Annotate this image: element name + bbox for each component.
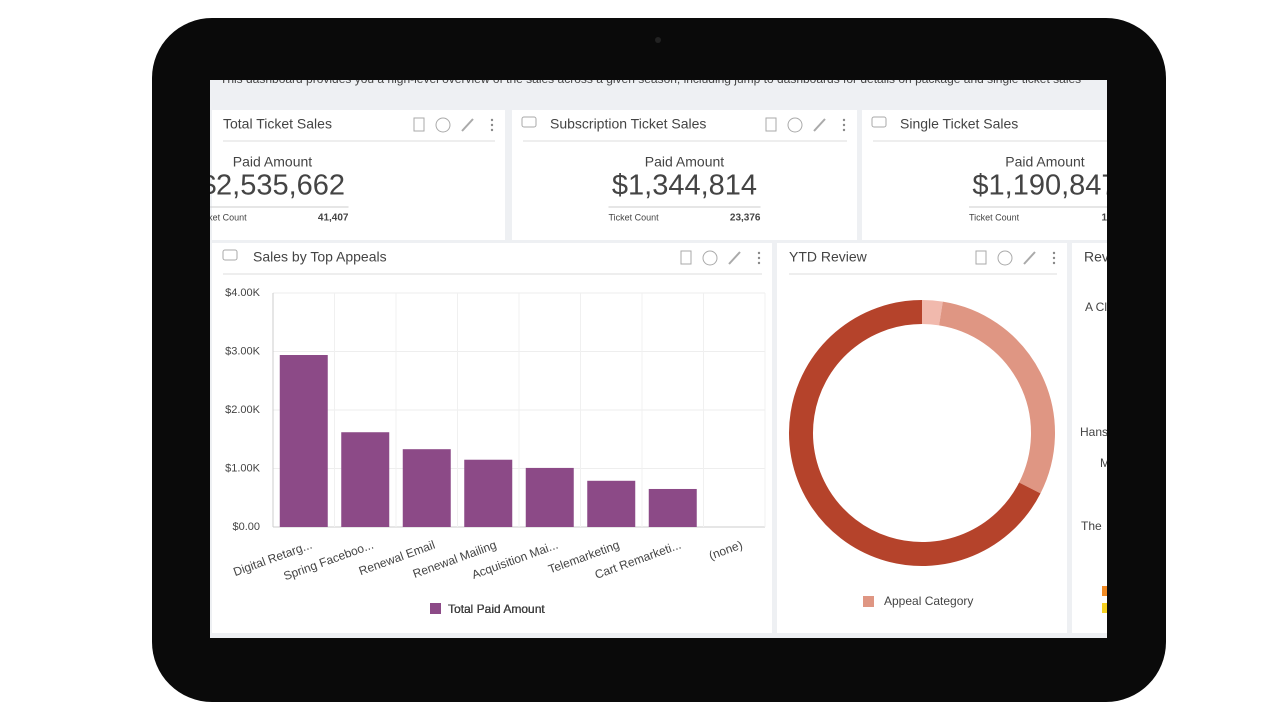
side-panel (1072, 243, 1107, 633)
menu-dot[interactable] (490, 123, 494, 127)
bar (341, 432, 390, 527)
kpi-label: Paid Amount (645, 154, 724, 170)
info-icon[interactable] (997, 250, 1013, 266)
bar (525, 467, 574, 527)
y-tick-label: $0.00 (232, 521, 260, 533)
panel-line: M (1100, 456, 1110, 470)
kpi-title: Single Ticket Sales (900, 116, 1018, 132)
count-label: Ticket Count (609, 212, 660, 222)
bar (648, 488, 697, 527)
bar (587, 480, 636, 527)
y-tick-label: $2.00K (225, 404, 261, 416)
export-icon[interactable] (413, 117, 425, 132)
legend-swatch (1102, 603, 1107, 613)
menu-dot[interactable] (842, 118, 846, 122)
count-label: Ticket Count (197, 212, 248, 222)
y-tick-label: $1.00K (225, 462, 261, 474)
kpi-value: $2,535,662 (200, 170, 345, 202)
legend-label: Total Paid Amount (448, 602, 545, 616)
kpi-label: Paid Amount (1005, 154, 1084, 170)
dashboard: This dashboard provides you a high-level… (197, 72, 1122, 633)
kpi-value: $1,344,814 (612, 170, 757, 202)
legend-label: Total Paid Amount (448, 602, 545, 616)
legend-label: Total Paid Amount (448, 602, 545, 616)
bar (464, 459, 513, 527)
y-tick-label: $3.00K (225, 345, 261, 357)
kpi-label: Paid Amount (233, 154, 312, 170)
y-tick-label: $4.00K (225, 287, 261, 299)
menu-dot[interactable] (757, 256, 761, 260)
description: This dashboard provides you a high-level… (220, 72, 1081, 86)
menu-dot[interactable] (490, 118, 494, 122)
menu-dot[interactable] (1052, 261, 1056, 265)
link-icon (521, 116, 537, 128)
menu-dot[interactable] (490, 128, 494, 132)
legend-swatch (430, 603, 441, 614)
legend-label: Total Paid Amount (448, 602, 545, 616)
count-label: Ticket Count (969, 212, 1020, 222)
count-value: 23,376 (730, 213, 761, 224)
link-icon (222, 249, 238, 261)
bar (402, 449, 451, 527)
count-value: 18,0 (1102, 213, 1122, 224)
legend-swatch (863, 596, 874, 607)
kpi-card (862, 110, 1107, 240)
legend-label: Total Paid Amount (448, 602, 545, 616)
edit-icon[interactable] (461, 118, 474, 132)
info-icon[interactable] (787, 117, 803, 133)
kpi-value: $1,190,847 (972, 170, 1117, 202)
count-value: 41,407 (318, 213, 349, 224)
kpi-title: Subscription Ticket Sales (550, 116, 706, 132)
info-icon[interactable] (702, 250, 718, 266)
camera (655, 37, 661, 43)
legend-label: Appeal Category (884, 594, 973, 608)
panel-line: A Cl (1085, 300, 1107, 314)
menu-dot[interactable] (757, 261, 761, 265)
legend-swatch (1102, 586, 1107, 596)
export-icon[interactable] (975, 250, 987, 265)
panel-title: Rev (1084, 249, 1109, 265)
info-icon[interactable] (435, 117, 451, 133)
edit-icon[interactable] (813, 118, 826, 132)
chart-title: YTD Review (789, 249, 868, 265)
kpi-title: Total Ticket Sales (223, 116, 332, 132)
donut-segment (938, 301, 1055, 494)
chart-title: Sales by Top Appeals (253, 249, 387, 265)
export-icon[interactable] (765, 117, 777, 132)
panel-line: Hans (1080, 425, 1108, 439)
legend-label: Total Paid Amount (448, 602, 545, 616)
panel-line: The (1081, 519, 1102, 533)
edit-icon[interactable] (1023, 251, 1036, 265)
menu-dot[interactable] (1052, 256, 1056, 260)
menu-dot[interactable] (842, 128, 846, 132)
kpi-card (512, 110, 857, 240)
legend-label: Total Paid Amount (448, 602, 545, 616)
export-icon[interactable] (680, 250, 692, 265)
edit-icon[interactable] (728, 251, 741, 265)
donut-segment (789, 300, 1041, 566)
link-icon (871, 116, 887, 128)
menu-dot[interactable] (1052, 251, 1056, 255)
menu-dot[interactable] (842, 123, 846, 127)
bar (279, 355, 328, 527)
legend-label: Total Paid Amount (448, 602, 545, 616)
kpi-card (212, 110, 505, 240)
donut-segment (921, 300, 943, 326)
menu-dot[interactable] (757, 251, 761, 255)
